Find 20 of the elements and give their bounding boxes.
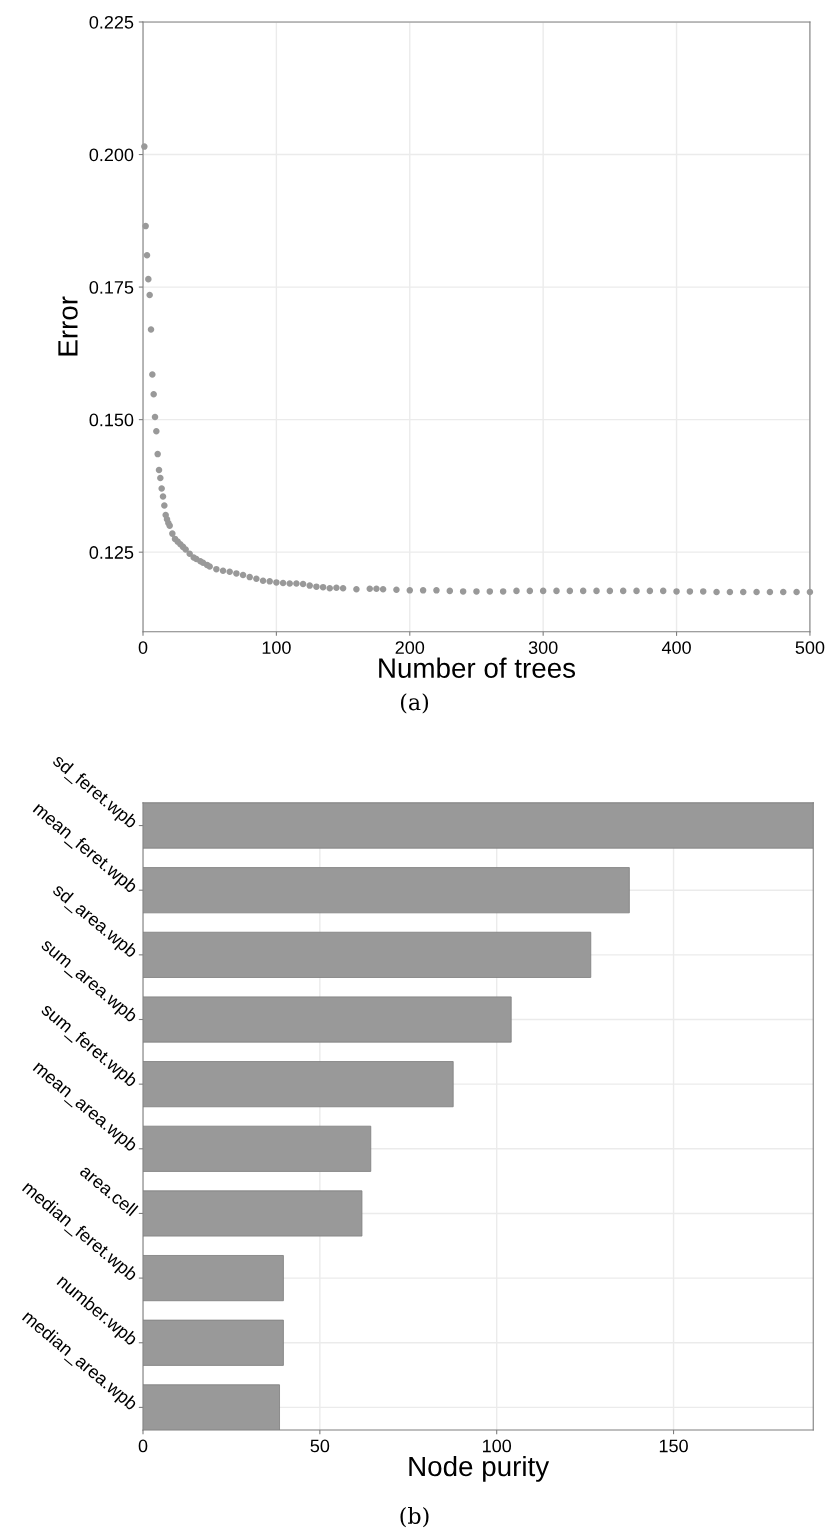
x-tick-label: 100 — [483, 1439, 512, 1453]
x-tick-label: 50 — [310, 1439, 330, 1453]
text: (a) — [400, 693, 429, 714]
y-tick-label: 0.175 — [89, 281, 134, 294]
x-tick-label: 200 — [395, 641, 425, 654]
y-axis-title: Error — [58, 296, 78, 356]
y-tick-label: 0.150 — [89, 413, 134, 427]
x-tick-label: 0 — [138, 1439, 148, 1453]
x-tick-label: 500 — [795, 641, 825, 654]
y-tick-label: 0.125 — [89, 546, 134, 559]
x-tick-label: 400 — [661, 641, 691, 654]
x-axis-title: Number of trees — [379, 657, 576, 678]
y-tick-label: 0.225 — [89, 15, 134, 29]
x-tick-label: 0 — [138, 641, 148, 654]
x-tick-label: 150 — [659, 1439, 688, 1453]
x-tick-label: 100 — [262, 641, 291, 654]
text: (b) — [400, 1506, 429, 1528]
x-axis-title: Node purity — [409, 1455, 550, 1482]
x-tick-label: 300 — [528, 641, 558, 654]
y-tick-label: 0.200 — [89, 148, 134, 162]
